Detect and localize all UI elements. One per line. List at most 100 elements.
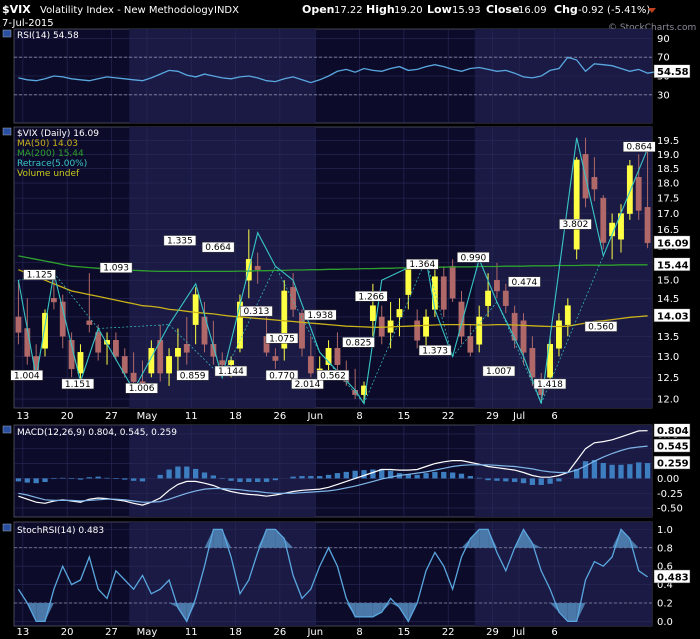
retrace-label-box xyxy=(291,378,324,390)
stoch-oversold-fill xyxy=(45,602,54,622)
retrace-label-box xyxy=(10,370,44,381)
stoch-oversold-fill xyxy=(567,602,577,622)
y-tick-label: 13.0 xyxy=(657,352,679,363)
macd-hist-bar xyxy=(370,469,376,479)
retrace-label-box xyxy=(303,309,337,321)
macd-hist-bar xyxy=(387,470,394,479)
candle-body xyxy=(42,312,48,349)
legend-ma200: MA(200) 15.44 xyxy=(17,149,84,159)
macd-signal-line xyxy=(18,445,648,503)
stoch-oversold-fill xyxy=(558,602,568,622)
y-tick-label: 19.0 xyxy=(657,150,679,161)
x-tick-label: 13 xyxy=(16,627,29,638)
signal-last-tag-box xyxy=(653,438,691,453)
macd-hist-bar xyxy=(423,473,429,479)
candle-body xyxy=(15,316,22,333)
candle-body xyxy=(148,348,155,374)
stoch-overbought-fill xyxy=(204,529,214,548)
y-tick-label: 16.5 xyxy=(657,225,679,236)
macd-hist-bar xyxy=(458,473,465,479)
macd-hist-bar xyxy=(582,461,589,479)
stoch-overbought-fill xyxy=(620,529,630,548)
candle-body xyxy=(361,385,367,395)
candle-body xyxy=(77,352,84,374)
chg-value: -0.92 (-5.41%) xyxy=(578,5,650,16)
candle-body xyxy=(86,320,93,325)
candle-body xyxy=(476,316,483,345)
retrace-label-box xyxy=(533,378,567,390)
retrace-label: 1.266 xyxy=(358,292,384,302)
macd-hist-bar xyxy=(644,463,651,479)
rsi-last-tag-box xyxy=(653,64,691,78)
y-tick-label: 12.0 xyxy=(657,395,679,406)
stoch-overbought-fill xyxy=(612,529,621,548)
y-tick-label: -0.50 xyxy=(657,504,683,515)
macd-hist-bar xyxy=(33,478,39,484)
y-tick-label: 0.4 xyxy=(657,580,673,591)
retrace-label-box xyxy=(61,378,95,390)
retrace-label: 0.990 xyxy=(460,253,486,263)
low-value: 15.93 xyxy=(452,5,481,16)
macd-hist-bar xyxy=(86,477,92,479)
macd-hist-bar xyxy=(104,477,110,479)
macd-last-tag: 0.804 xyxy=(657,426,689,437)
retrace-connector xyxy=(221,266,276,378)
retrace-connector xyxy=(275,266,321,353)
retrace-label-box xyxy=(99,262,133,273)
stoch-last-tag-box xyxy=(653,569,691,584)
macd-hist-bar xyxy=(51,478,57,480)
legend-retrace: Retrace(5.00%) xyxy=(17,159,87,169)
candle-body xyxy=(405,269,412,295)
stoch-overbought-fill xyxy=(461,538,471,548)
candle-body xyxy=(502,290,509,306)
open-label: Open xyxy=(302,3,335,16)
x-tick-label: Jul xyxy=(512,627,525,638)
y-tick-label: 0.8 xyxy=(657,543,673,554)
candle-body xyxy=(458,301,465,337)
macd-hist-bar xyxy=(520,478,527,484)
labels-layer: 13 13 20 20 27 27 May May 11 11 18 18 26 26 Jun Jun 8 8 15… xyxy=(2,29,691,638)
stoch-oversold-fill xyxy=(36,602,46,622)
candle-body xyxy=(600,197,607,243)
close-last-tag: 16.09 xyxy=(657,238,689,249)
panel-toggle-icon xyxy=(2,523,12,532)
stoch-oversold-fill xyxy=(355,602,365,617)
macd-hist-bar xyxy=(538,478,544,485)
stoch-overbought-fill xyxy=(532,543,542,548)
candle-body xyxy=(414,320,421,341)
rsi-title: RSI(14) 54.58 xyxy=(17,31,79,41)
macd-hist-bar xyxy=(547,478,553,484)
macd-hist-bar xyxy=(405,474,411,479)
macd-hist-bar xyxy=(201,472,208,479)
ma50-last-tag: 14.03 xyxy=(657,311,689,322)
header-exchange: INDX xyxy=(214,5,239,16)
x-tick-label: 13 xyxy=(16,411,29,422)
retrace-label: 1.093 xyxy=(103,264,129,274)
ma200-last-tag: 15.44 xyxy=(657,260,689,271)
candle-body xyxy=(175,348,181,357)
retrace-label-box xyxy=(316,370,350,381)
candle-body xyxy=(423,316,429,337)
x-tick-label: Jun xyxy=(306,411,323,422)
stoch-oversold-fill xyxy=(364,602,373,617)
panel-toggle-icon xyxy=(2,127,12,136)
retrace-label: 1.335 xyxy=(167,237,193,247)
macd-hist-bar xyxy=(361,470,367,479)
macd-hist-bar xyxy=(184,466,190,479)
close-label: Close xyxy=(486,3,519,16)
y-tick-label: 13.5 xyxy=(657,332,679,343)
x-tick-label: Jun xyxy=(306,627,323,638)
ma50-last-tag-box xyxy=(653,308,691,323)
candle-body xyxy=(573,159,580,250)
stoch-overbought-fill xyxy=(213,529,223,548)
retrace-label-box xyxy=(622,141,656,152)
watermark: © StockCharts.com xyxy=(608,23,696,33)
macd-hist-bar xyxy=(503,478,509,482)
macd-hist-bar xyxy=(228,478,234,481)
retrace-label-box xyxy=(584,321,618,332)
candle-body xyxy=(219,360,226,365)
retrace-label: 1.151 xyxy=(65,380,91,390)
y-tick-label: 30 xyxy=(657,90,670,101)
retrace-label-box xyxy=(125,382,158,394)
retrace-label: 1.364 xyxy=(409,260,435,270)
